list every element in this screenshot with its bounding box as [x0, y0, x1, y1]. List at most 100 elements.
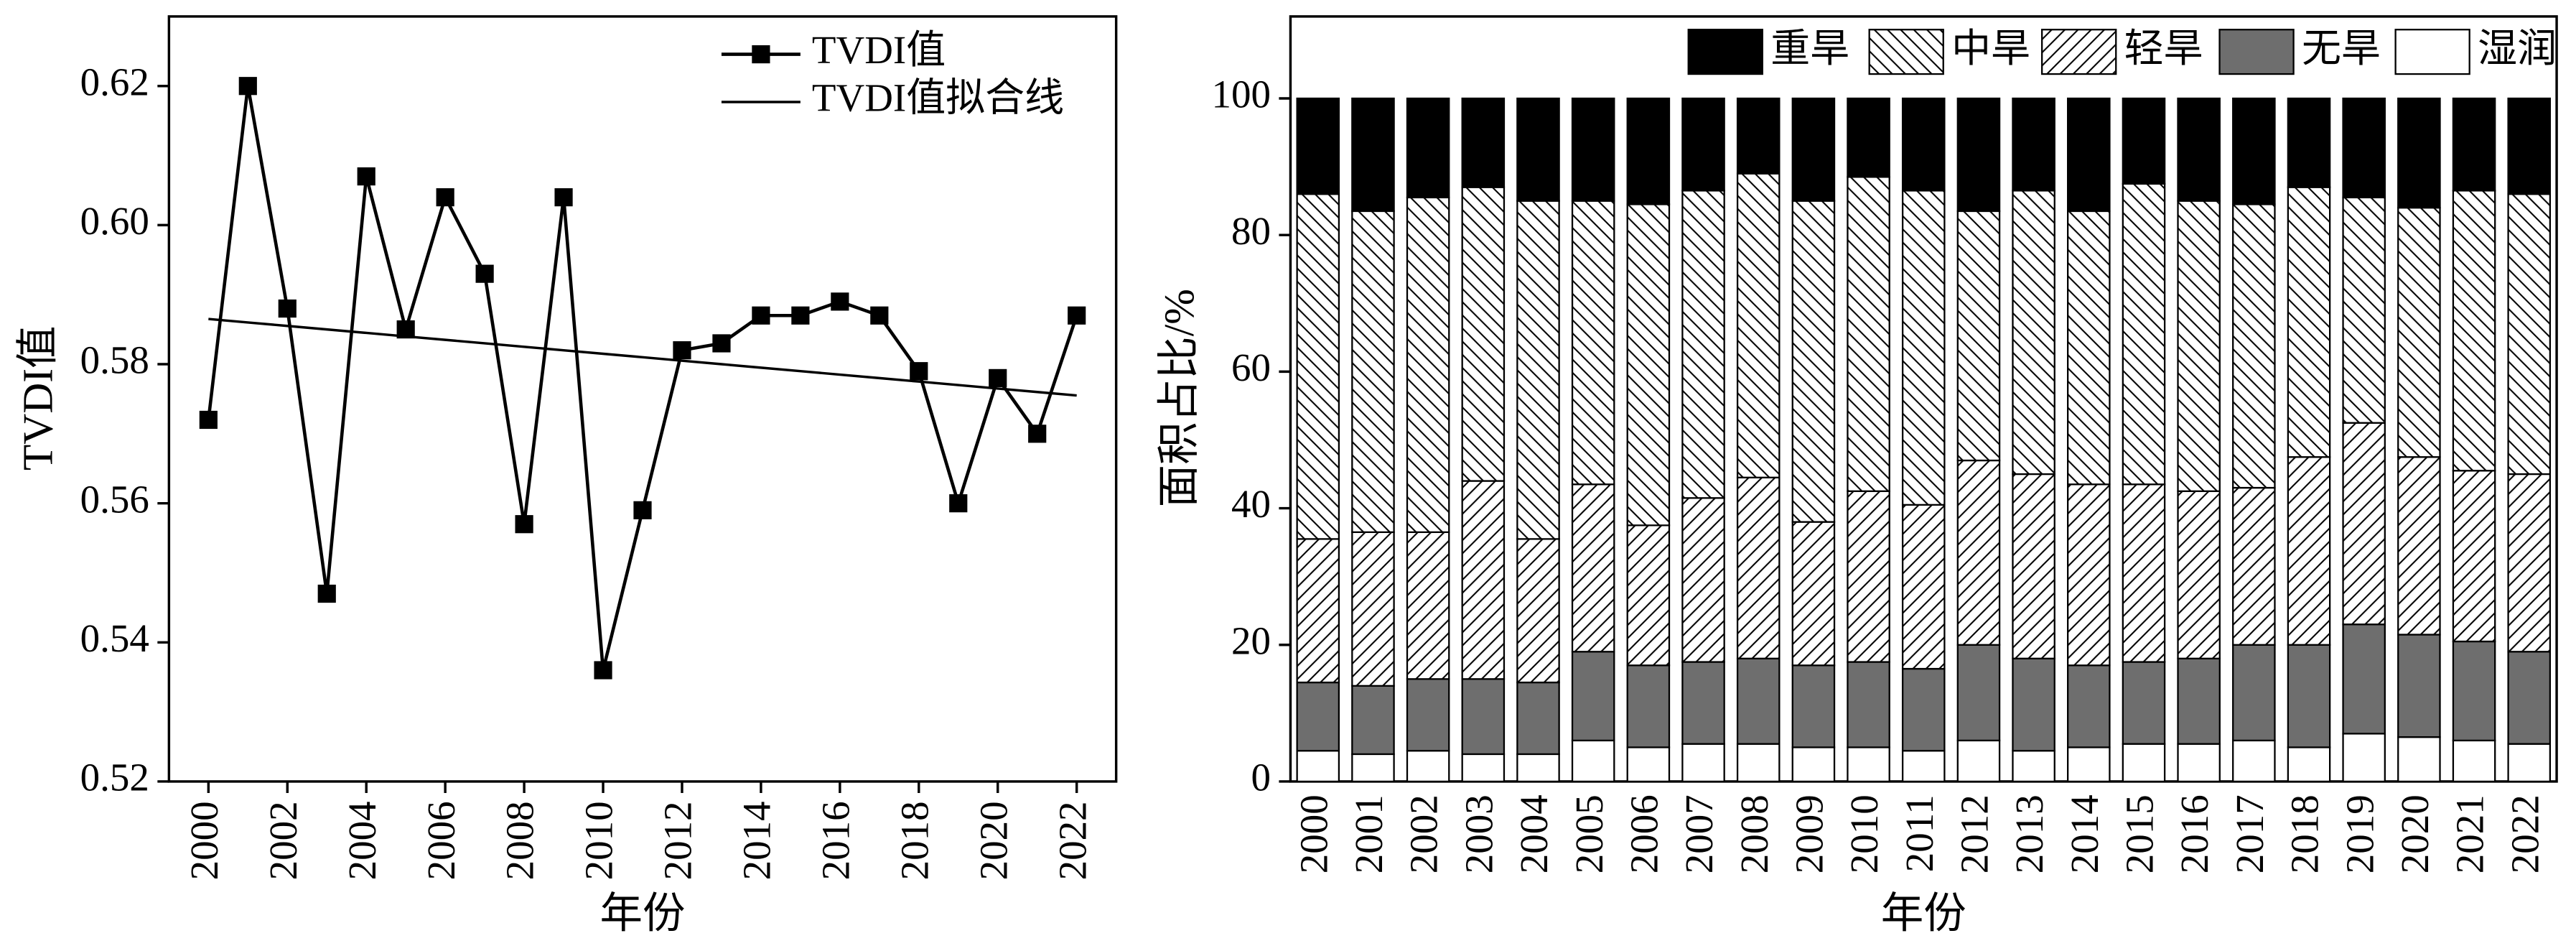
- x-tick-label: 2019: [2338, 794, 2381, 873]
- bar-segment: [1901, 190, 1946, 506]
- x-tick-label: 2002: [261, 801, 305, 880]
- x-tick-label: 2005: [1567, 794, 1611, 873]
- bar-segment: [1681, 497, 1725, 663]
- data-marker: [633, 501, 652, 519]
- data-marker: [436, 188, 454, 207]
- x-axis-label: 年份: [1881, 890, 1966, 937]
- x-tick-label: 2001: [1347, 794, 1391, 873]
- bar-segment: [1406, 531, 1450, 680]
- bar-segment: [2232, 203, 2276, 489]
- plot-frame: [167, 15, 1118, 783]
- bar-segment: [1901, 97, 1946, 192]
- data-marker: [712, 334, 731, 353]
- x-tick-label: 2002: [1402, 794, 1446, 873]
- bar-segment: [2122, 661, 2166, 745]
- x-tick-label: 2007: [1677, 794, 1721, 873]
- bar-segment: [1681, 743, 1725, 783]
- bar-segment: [1296, 750, 1340, 783]
- bar-segment: [1791, 200, 1836, 523]
- bar-segment: [1736, 743, 1781, 783]
- x-tick-label: 2012: [656, 801, 700, 880]
- bar-segment: [1571, 200, 1615, 486]
- x-tick-label: 2014: [2063, 794, 2106, 873]
- bar-segment: [1956, 97, 2001, 213]
- bar-segment: [2507, 97, 2552, 195]
- bar-segment: [2122, 483, 2166, 663]
- bar-segment: [2287, 644, 2331, 748]
- data-marker: [673, 341, 691, 360]
- bar-segment: [1296, 538, 1340, 684]
- legend-swatch: [2041, 29, 2117, 75]
- bar-segment: [2012, 657, 2055, 752]
- data-marker: [554, 188, 573, 207]
- bar-segment: [1461, 186, 1506, 482]
- x-tick-label: 2010: [577, 801, 621, 880]
- bar-segment: [2287, 186, 2331, 458]
- bar-segment: [1791, 746, 1836, 783]
- bar-segment: [1406, 750, 1450, 783]
- x-tick-label: 2022: [2503, 794, 2547, 873]
- bar-segment: [2342, 733, 2386, 783]
- data-marker: [1068, 306, 1086, 325]
- bar-segment: [1847, 176, 1890, 492]
- bar-segment: [1571, 739, 1615, 783]
- bar-segment: [1956, 459, 2001, 646]
- bar-segment: [1516, 538, 1560, 684]
- x-tick-label: 2008: [498, 801, 542, 880]
- y-tick-label: 0.52: [80, 756, 149, 799]
- bar-segment: [2067, 483, 2111, 667]
- bar-segment: [1626, 203, 1671, 527]
- x-tick-label: 2000: [182, 801, 226, 880]
- bar-segment: [2342, 422, 2386, 626]
- bar-segment: [1296, 681, 1340, 752]
- y-tick-label: 0.56: [80, 477, 149, 521]
- x-tick-label: 2008: [1732, 794, 1776, 873]
- x-tick-label: 2020: [971, 801, 1015, 880]
- bar-segment: [2122, 97, 2166, 185]
- legend-swatch: [1868, 29, 1944, 75]
- x-axis-label: 年份: [599, 890, 685, 937]
- data-marker: [831, 292, 849, 311]
- bar-segment: [1956, 210, 2001, 462]
- bar-segment: [2452, 97, 2496, 192]
- bar-segment: [2507, 473, 2552, 653]
- bar-segment: [1351, 753, 1395, 783]
- bar-segment: [1296, 97, 1340, 195]
- bar-segment: [2397, 456, 2441, 636]
- bar-segment: [2232, 486, 2276, 646]
- bar-segment: [1626, 97, 1671, 205]
- x-tick-label: 2012: [1953, 794, 1997, 873]
- data-marker: [989, 368, 1007, 387]
- y-tick-label: 100: [1211, 73, 1270, 116]
- legend-swatch: [2218, 29, 2295, 75]
- x-tick-label: 2022: [1050, 801, 1094, 880]
- x-tick-label: 2000: [1292, 794, 1335, 873]
- data-marker: [317, 584, 336, 603]
- bar-segment: [2177, 490, 2221, 659]
- data-marker: [910, 362, 928, 381]
- legend-label: 重旱: [1770, 27, 1849, 70]
- bar-segment: [1296, 193, 1340, 540]
- bar-segment: [1461, 753, 1506, 783]
- bar-segment: [2397, 207, 2441, 458]
- bar-segment: [1406, 97, 1450, 199]
- legend-label: TVDI值: [812, 28, 946, 72]
- bar-segment: [1681, 97, 1725, 192]
- bar-segment: [1956, 644, 2001, 742]
- x-tick-label: 2009: [1788, 794, 1831, 873]
- bar-segment: [2507, 743, 2552, 783]
- x-tick-label: 2015: [2118, 794, 2162, 873]
- bar-segment: [1516, 200, 1560, 540]
- bar-segment: [2012, 97, 2055, 192]
- data-marker: [791, 306, 810, 325]
- bar-segment: [1736, 476, 1781, 659]
- y-tick-label: 60: [1231, 346, 1271, 389]
- bar-segment: [1791, 97, 1836, 202]
- data-marker: [199, 410, 218, 430]
- bar-segment: [2397, 736, 2441, 783]
- bar-segment: [2397, 97, 2441, 209]
- fit-line: [208, 317, 1077, 397]
- x-tick-label: 2013: [2007, 794, 2051, 873]
- bar-segment: [2067, 746, 2111, 783]
- data-marker: [1028, 425, 1047, 443]
